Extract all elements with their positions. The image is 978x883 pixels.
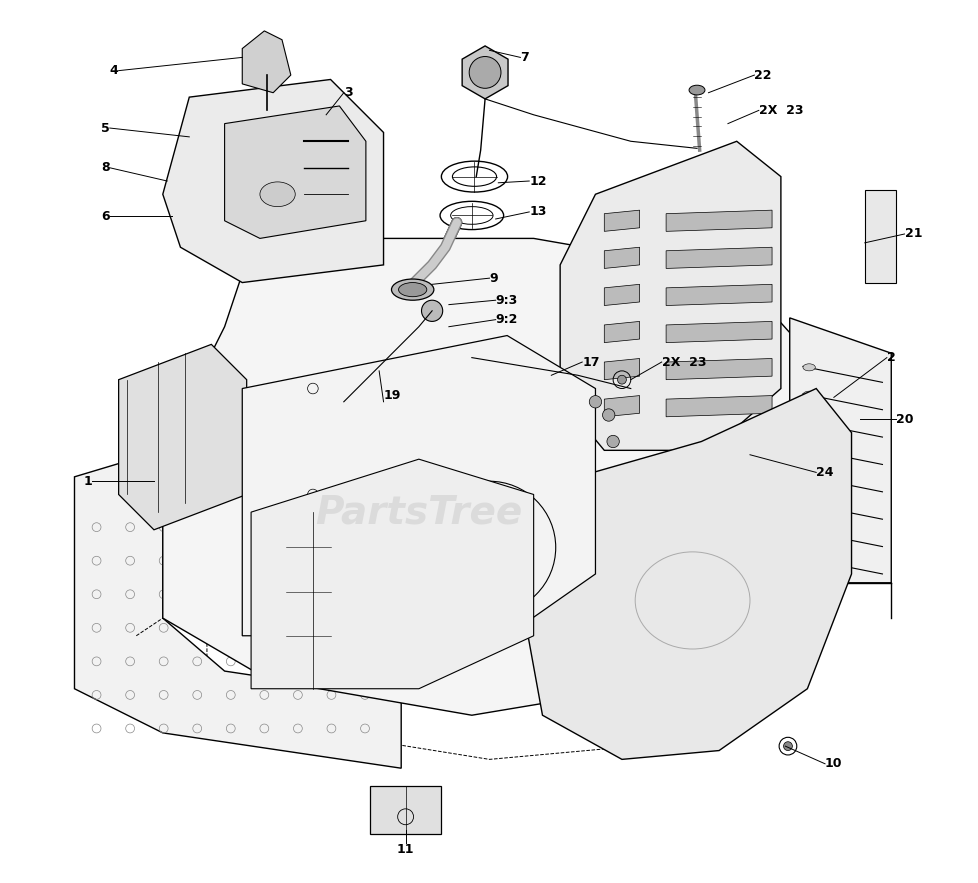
Text: 6: 6	[101, 210, 110, 223]
Ellipse shape	[391, 279, 433, 300]
Polygon shape	[665, 210, 772, 231]
Polygon shape	[462, 46, 508, 99]
Polygon shape	[665, 321, 772, 343]
Circle shape	[606, 435, 619, 448]
Polygon shape	[242, 31, 290, 93]
Text: 2X  23: 2X 23	[661, 356, 705, 368]
Text: 22: 22	[754, 69, 771, 81]
Text: 9: 9	[489, 272, 498, 284]
Text: 17: 17	[582, 356, 600, 368]
Polygon shape	[250, 459, 533, 689]
Text: 9:2: 9:2	[495, 313, 517, 326]
Polygon shape	[524, 389, 851, 759]
Polygon shape	[242, 336, 595, 636]
Text: 1: 1	[83, 475, 92, 487]
Polygon shape	[603, 358, 639, 380]
Polygon shape	[603, 247, 639, 268]
Circle shape	[617, 375, 626, 384]
Polygon shape	[864, 190, 895, 283]
Text: 7: 7	[520, 51, 529, 64]
Text: 10: 10	[824, 758, 842, 770]
Polygon shape	[665, 358, 772, 380]
Polygon shape	[74, 450, 401, 768]
Text: 11: 11	[396, 843, 414, 857]
Polygon shape	[789, 318, 890, 583]
Polygon shape	[603, 210, 639, 231]
Text: 5: 5	[101, 122, 110, 134]
Polygon shape	[118, 344, 246, 530]
Text: 2X  23: 2X 23	[758, 104, 803, 117]
Text: 3: 3	[343, 87, 352, 99]
Circle shape	[782, 742, 791, 751]
Polygon shape	[162, 79, 383, 283]
Polygon shape	[665, 284, 772, 306]
Ellipse shape	[802, 364, 815, 371]
Text: 19: 19	[383, 389, 401, 402]
Text: 13: 13	[529, 206, 546, 218]
Ellipse shape	[802, 501, 815, 508]
Ellipse shape	[802, 473, 815, 480]
Text: 20: 20	[895, 413, 912, 426]
Ellipse shape	[802, 391, 815, 398]
Text: 12: 12	[529, 175, 546, 187]
Polygon shape	[370, 786, 440, 834]
Circle shape	[468, 57, 501, 88]
Polygon shape	[559, 141, 780, 450]
Ellipse shape	[802, 528, 815, 535]
Ellipse shape	[689, 86, 704, 95]
Text: 2: 2	[886, 351, 895, 364]
Circle shape	[589, 396, 601, 408]
Ellipse shape	[398, 283, 426, 297]
Ellipse shape	[802, 419, 815, 426]
Ellipse shape	[259, 182, 295, 207]
Polygon shape	[665, 396, 772, 417]
Polygon shape	[665, 247, 772, 268]
Polygon shape	[224, 106, 366, 238]
Polygon shape	[162, 238, 816, 715]
Polygon shape	[603, 284, 639, 306]
Ellipse shape	[802, 555, 815, 562]
Text: 9:3: 9:3	[495, 294, 517, 306]
Text: PartsTreе: PartsTreе	[315, 493, 522, 532]
Ellipse shape	[802, 446, 815, 453]
Circle shape	[601, 409, 614, 421]
Text: 24: 24	[816, 466, 833, 479]
Polygon shape	[603, 396, 639, 417]
Text: 8: 8	[101, 162, 110, 174]
Polygon shape	[603, 321, 639, 343]
Circle shape	[422, 300, 442, 321]
Text: 21: 21	[904, 228, 921, 240]
Text: 4: 4	[110, 64, 118, 77]
